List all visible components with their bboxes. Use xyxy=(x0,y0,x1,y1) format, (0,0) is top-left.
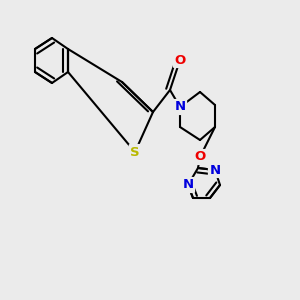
Text: N: N xyxy=(174,100,186,113)
Text: O: O xyxy=(194,151,206,164)
Text: N: N xyxy=(182,178,194,191)
Text: O: O xyxy=(174,53,186,67)
Text: S: S xyxy=(130,146,140,158)
Text: N: N xyxy=(209,164,220,176)
